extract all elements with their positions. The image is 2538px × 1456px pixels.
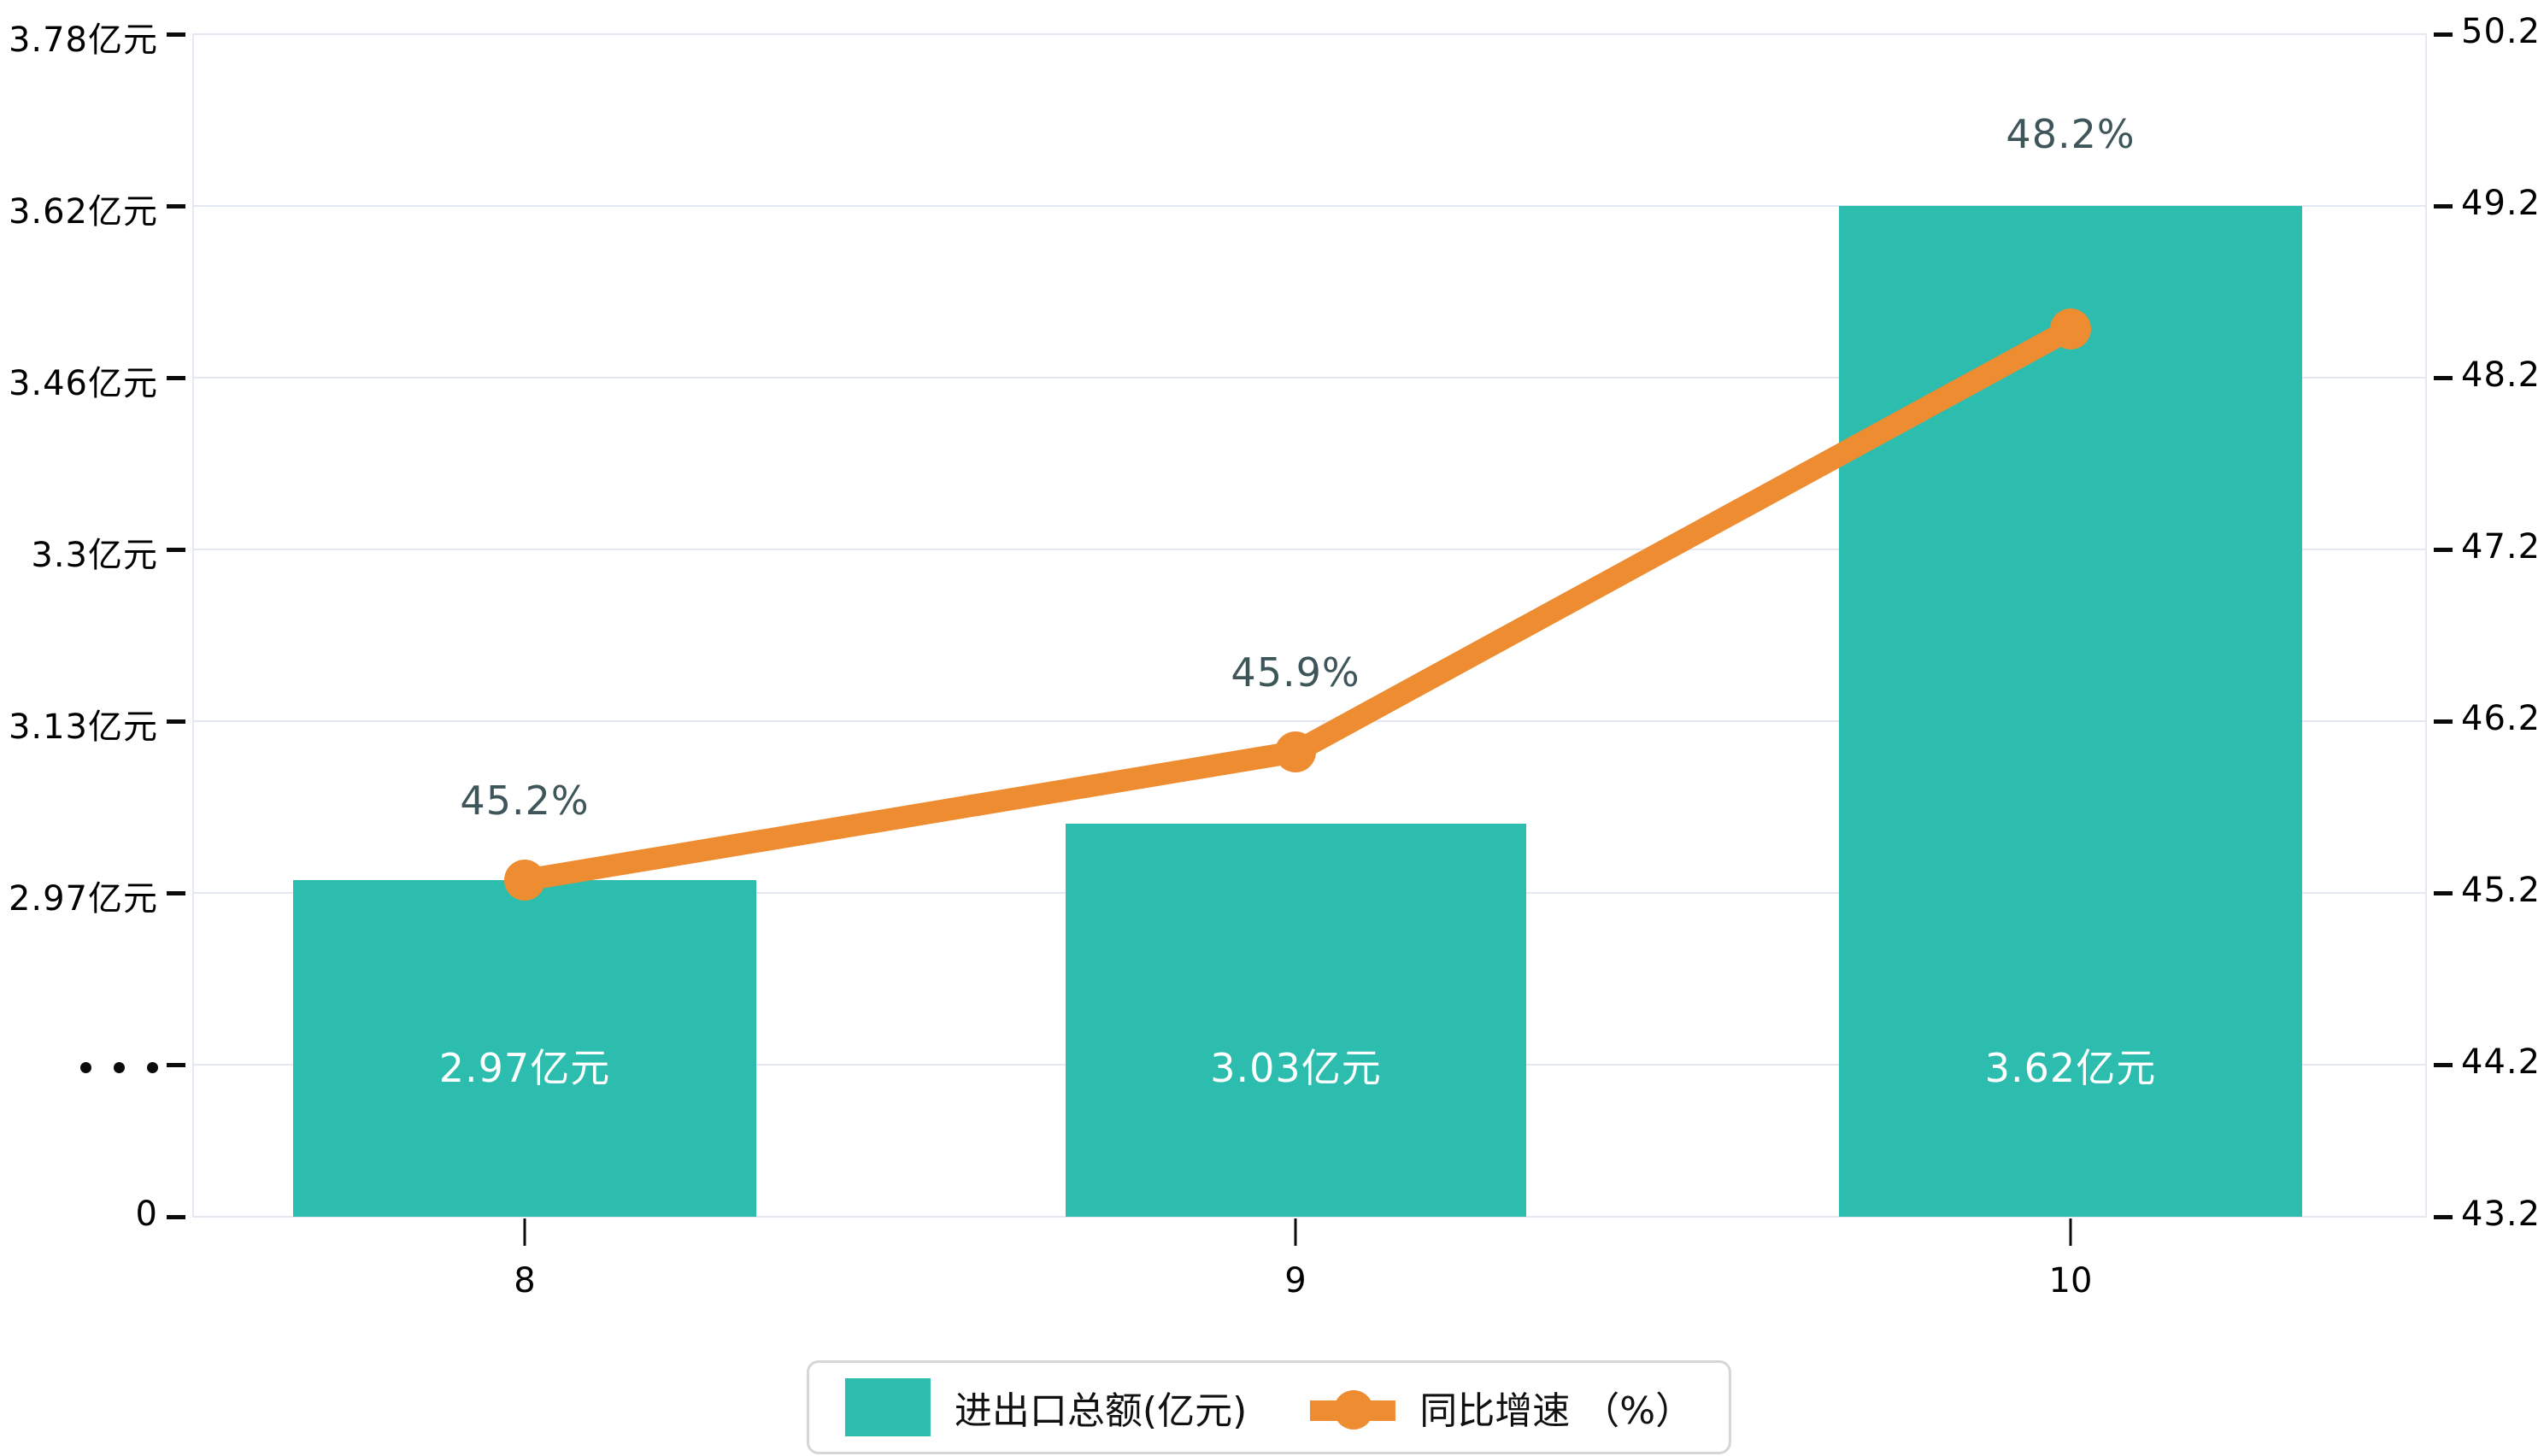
- y-axis-left-label: 3.13亿元: [8, 707, 158, 747]
- line-value-label: 48.2%: [2006, 111, 2136, 157]
- y-axis-right-label: 44.2%: [2461, 1042, 2538, 1082]
- y-axis-left-label: 3.3亿元: [31, 536, 158, 575]
- y-axis-left-label-ellipsis: [0, 1059, 158, 1075]
- gridline: [192, 33, 2427, 35]
- y-axis-left-tick-mark: [167, 376, 185, 380]
- y-axis-left-label: 2.97亿元: [8, 879, 158, 919]
- bar[interactable]: 2.97亿元: [293, 880, 756, 1217]
- y-axis-right-tick-mark: [2434, 548, 2453, 552]
- x-axis: 8 9 10: [192, 1217, 2427, 1353]
- gridline: [192, 205, 2427, 207]
- y-axis-right-label: 48.2%: [2461, 355, 2538, 395]
- y-axis-left-label: 3.62亿元: [8, 192, 158, 232]
- y-axis-left-tick-mark: [167, 719, 185, 724]
- y-axis-left-spine: [192, 34, 194, 1217]
- x-axis-label: 10: [2048, 1261, 2093, 1300]
- y-axis-right-label: 45.2%: [2461, 871, 2538, 910]
- y-axis-right-label: 50.2%: [2461, 12, 2538, 51]
- y-axis-left-tick-mark: [167, 204, 185, 208]
- legend-swatch-bar-icon: [844, 1378, 931, 1436]
- bar-value-label: 3.03亿元: [1210, 1045, 1382, 1091]
- gridline: [192, 1216, 2427, 1218]
- y-axis-right-tick-mark: [2434, 719, 2453, 724]
- y-axis-right-label: 49.2%: [2461, 184, 2538, 223]
- y-axis-right-tick-mark: [2434, 891, 2453, 895]
- y-axis-left-tick-mark: [167, 891, 185, 895]
- x-axis-tick-mark: [2069, 1218, 2072, 1246]
- legend-label-line: 同比增速 （%）: [1419, 1389, 1694, 1433]
- bar[interactable]: 3.62亿元: [1839, 206, 2302, 1217]
- y-axis-right-tick-mark: [2434, 204, 2453, 208]
- legend-item-bar[interactable]: 进出口总额(亿元): [844, 1378, 1248, 1436]
- y-axis-right-label: 46.2%: [2461, 699, 2538, 738]
- y-axis-left-label: 3.78亿元: [8, 21, 158, 60]
- y-axis-right-label: 47.2%: [2461, 527, 2538, 567]
- y-axis-right-tick-mark: [2434, 1215, 2453, 1219]
- legend-swatch-line-icon: [1310, 1378, 1396, 1436]
- y-axis-left-tick-mark: [167, 32, 185, 37]
- y-axis-right-tick-mark: [2434, 376, 2453, 380]
- line-marker-dot-icon[interactable]: [1275, 731, 1316, 772]
- y-axis-left-tick-mark: [167, 548, 185, 552]
- chart-legend: 进出口总额(亿元) 同比增速 （%）: [806, 1360, 1732, 1454]
- bar[interactable]: 3.03亿元: [1066, 824, 1526, 1217]
- line-value-label: 45.2%: [460, 778, 590, 824]
- legend-line-marker-dot-icon: [1334, 1390, 1374, 1430]
- y-axis-left-label: 0: [135, 1195, 158, 1234]
- y-axis-right-tick-mark: [2434, 32, 2453, 37]
- line-value-label: 45.9%: [1231, 649, 1360, 696]
- bar-value-label: 3.62亿元: [1984, 1045, 2157, 1091]
- x-axis-label: 8: [514, 1261, 536, 1300]
- x-axis-tick-mark: [523, 1218, 526, 1246]
- y-axis-left-tick-mark: [167, 1215, 185, 1219]
- bar-value-label: 2.97亿元: [438, 1045, 611, 1091]
- legend-label-bar: 进出口总额(亿元): [954, 1389, 1248, 1433]
- y-axis-left-label: 3.46亿元: [8, 364, 158, 403]
- y-axis-right-spine: [2425, 34, 2427, 1217]
- x-axis-label: 9: [1284, 1261, 1307, 1300]
- y-axis-left-tick-mark: [167, 1063, 185, 1067]
- legend-item-line[interactable]: 同比增速 （%）: [1310, 1378, 1693, 1436]
- x-axis-tick-mark: [1294, 1218, 1297, 1246]
- y-axis-right-label: 43.2%: [2461, 1195, 2538, 1234]
- y-axis-right-tick-mark: [2434, 1063, 2453, 1067]
- plot-area: 3.78亿元 3.62亿元 3.46亿元 3.3亿元 3.13亿元 2.97亿元 0 50.…: [9, 12, 2538, 1234]
